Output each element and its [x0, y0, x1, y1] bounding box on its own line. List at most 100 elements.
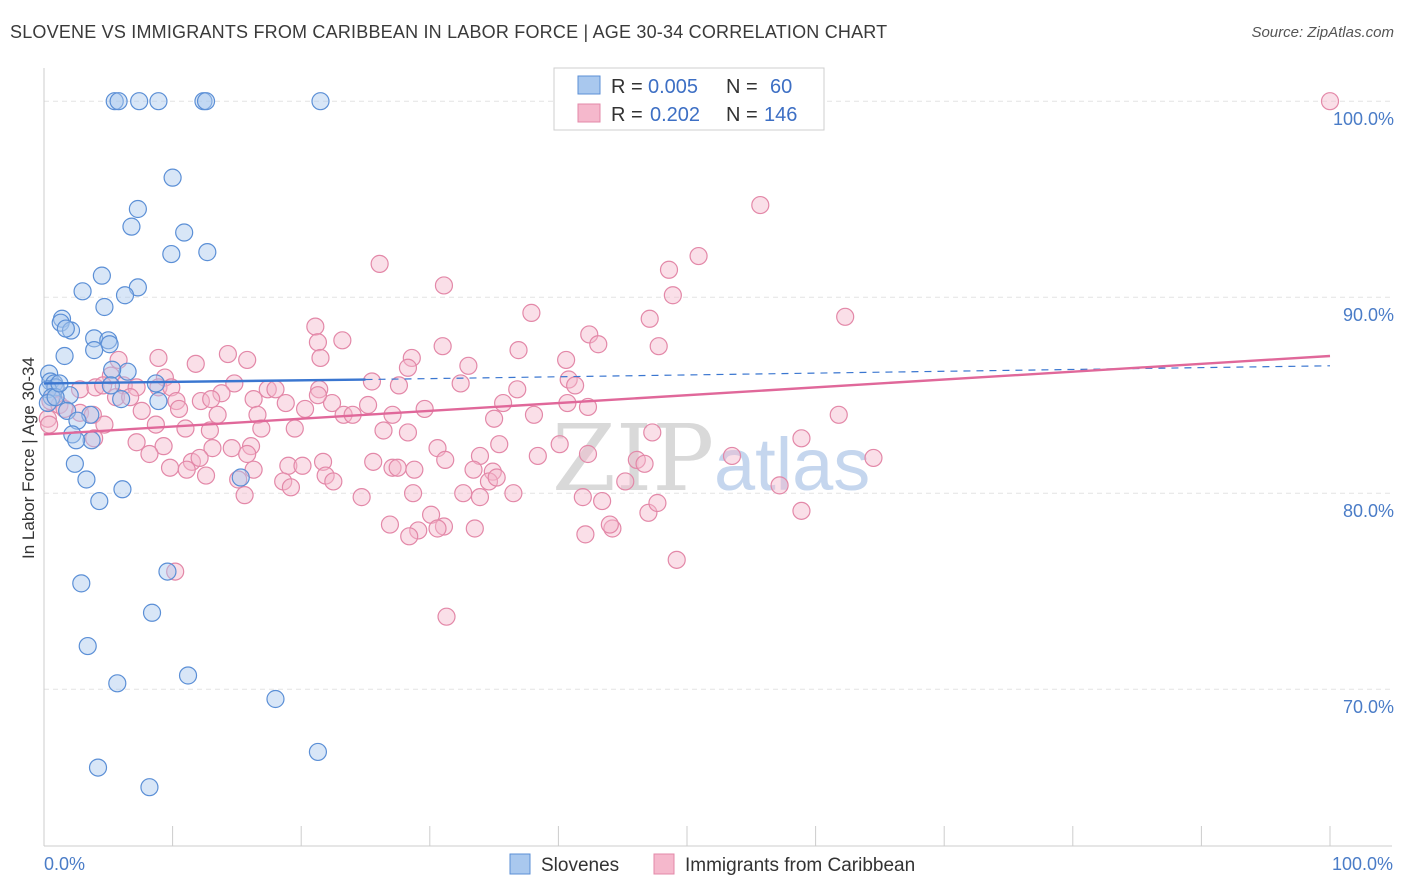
data-point: [122, 217, 141, 236]
data-point: [68, 411, 87, 430]
data-point: [100, 335, 119, 354]
data-point: [722, 446, 742, 466]
data-point: [149, 92, 168, 111]
data-point: [85, 429, 104, 448]
data-point: [94, 376, 113, 395]
data-point: [169, 399, 189, 419]
data-point: [566, 376, 585, 395]
data-point: [95, 297, 114, 317]
legend-swatch-caribbean: [577, 103, 601, 123]
data-point: [295, 399, 315, 419]
data-point: [459, 356, 478, 375]
data-point: [380, 515, 400, 534]
data-point: [88, 758, 108, 777]
trend-line-slovenes: [43, 378, 366, 385]
data-point: [222, 439, 241, 458]
data-point: [689, 246, 708, 266]
data-point: [238, 350, 257, 370]
legend-r-label-2: R =: [611, 104, 643, 126]
data-point: [146, 374, 165, 393]
data-point: [149, 348, 168, 368]
data-point: [121, 388, 140, 407]
data-point: [509, 341, 528, 360]
data-point: [160, 458, 180, 477]
data-point: [231, 468, 250, 487]
data-point: [281, 478, 301, 497]
y-tick-labels: 70.0% 80.0% 90.0% 100.0%: [1333, 109, 1394, 717]
data-point: [557, 350, 576, 370]
data-point: [490, 435, 509, 454]
data-point: [1320, 92, 1340, 111]
data-point: [82, 431, 101, 450]
data-point: [308, 333, 328, 352]
data-point: [589, 335, 608, 354]
data-point: [434, 517, 454, 536]
watermark-zip: ZIP: [552, 405, 714, 512]
data-point: [313, 452, 333, 471]
data-point: [176, 419, 195, 438]
data-point: [78, 636, 97, 656]
data-point: [108, 674, 127, 693]
data-point: [67, 431, 86, 450]
data-point: [190, 448, 209, 468]
legend-swatch-slovenes: [577, 75, 601, 95]
data-point: [522, 303, 541, 322]
data-point: [470, 488, 490, 507]
data-point: [383, 458, 402, 477]
data-point: [311, 348, 330, 368]
data-point: [115, 286, 135, 305]
data-point: [405, 460, 424, 479]
data-point: [285, 419, 304, 438]
data-point: [751, 195, 770, 215]
data-point: [770, 476, 789, 495]
data-point: [162, 244, 181, 264]
data-point: [244, 390, 263, 409]
data-point: [640, 309, 659, 328]
legend-n-value-2: 146: [764, 104, 797, 126]
legend-n-label-2: N =: [726, 104, 758, 126]
data-point: [208, 405, 227, 424]
watermark-atlas: atlas: [714, 423, 870, 506]
data-point: [433, 337, 452, 356]
x-tick-label-min: 0.0%: [44, 854, 85, 874]
legend-n-label-1: N =: [726, 76, 758, 98]
data-point: [101, 376, 120, 395]
data-point: [105, 92, 124, 111]
data-point: [465, 519, 484, 538]
data-point: [225, 374, 244, 393]
data-point: [175, 223, 194, 242]
data-point: [109, 92, 128, 111]
data-point: [508, 380, 527, 399]
legend-r-value-2: 0.202: [650, 104, 700, 126]
data-point: [56, 319, 75, 338]
data-point: [101, 366, 120, 385]
data-point: [576, 525, 595, 544]
bottom-legend-slovenes: Slovenes: [541, 855, 619, 876]
y-tick-label: 90.0%: [1343, 305, 1394, 325]
data-point: [374, 421, 393, 440]
data-point: [400, 527, 419, 546]
data-point: [494, 393, 513, 413]
data-point: [528, 446, 547, 466]
trend-lines: [43, 354, 1331, 436]
data-point: [403, 484, 423, 503]
data-point: [70, 380, 90, 399]
data-point: [118, 362, 137, 381]
data-point: [132, 401, 151, 420]
data-point: [248, 405, 267, 424]
data-point: [177, 460, 196, 479]
data-point: [436, 450, 455, 469]
data-point: [95, 415, 114, 434]
data-point: [163, 168, 182, 187]
data-point: [196, 92, 216, 111]
data-point: [178, 666, 198, 685]
data-point: [578, 444, 598, 464]
data-point: [128, 199, 147, 219]
data-point: [266, 689, 285, 709]
data-point: [154, 437, 173, 456]
x-tick-label-max: 100.0%: [1332, 854, 1393, 874]
trend-line-caribbean: [43, 354, 1331, 436]
data-point: [306, 317, 325, 336]
data-point: [166, 562, 185, 581]
